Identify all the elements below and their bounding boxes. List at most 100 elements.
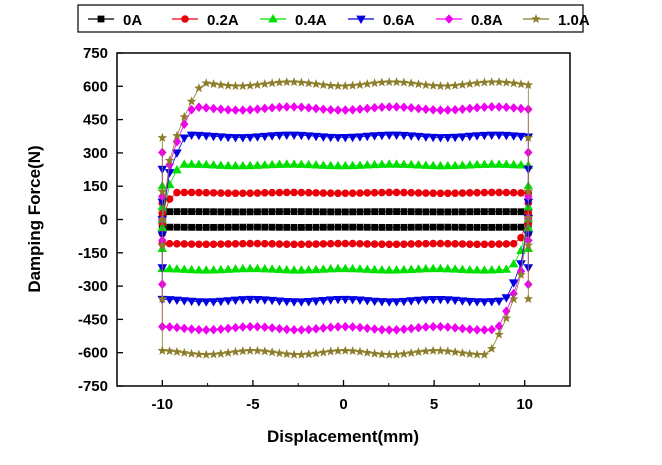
data-point bbox=[465, 324, 474, 335]
data-point bbox=[172, 130, 182, 140]
data-point bbox=[267, 296, 277, 306]
data-point bbox=[224, 208, 232, 216]
data-point bbox=[223, 80, 233, 90]
data-point bbox=[458, 240, 467, 248]
data-point bbox=[208, 79, 219, 89]
data-point bbox=[406, 159, 416, 169]
series-line bbox=[161, 163, 529, 271]
data-point bbox=[282, 102, 291, 112]
data-point bbox=[217, 189, 225, 197]
data-point bbox=[172, 296, 182, 306]
data-point bbox=[480, 325, 489, 335]
data-point bbox=[201, 298, 212, 307]
data-point bbox=[223, 133, 233, 143]
data-point bbox=[450, 160, 460, 170]
data-point bbox=[201, 78, 211, 88]
data-point bbox=[201, 132, 212, 141]
data-point bbox=[435, 134, 446, 143]
data-point bbox=[289, 298, 299, 307]
data-point bbox=[392, 324, 401, 335]
data-point bbox=[187, 240, 196, 248]
legend-label: 0.6A bbox=[383, 12, 415, 29]
data-point bbox=[413, 132, 424, 142]
data-point bbox=[502, 102, 511, 113]
data-point bbox=[473, 208, 481, 216]
data-point bbox=[268, 240, 276, 248]
data-point bbox=[216, 264, 226, 274]
data-point bbox=[231, 322, 240, 333]
data-point bbox=[414, 239, 423, 248]
data-point bbox=[385, 240, 394, 249]
data-point bbox=[472, 102, 482, 113]
data-point bbox=[186, 159, 197, 168]
data-point bbox=[377, 102, 387, 112]
data-point bbox=[172, 264, 182, 273]
data-point bbox=[413, 296, 424, 306]
data-point bbox=[523, 293, 534, 304]
data-point bbox=[224, 189, 232, 197]
legend-marker bbox=[97, 15, 105, 23]
data-point bbox=[312, 240, 320, 248]
data-point bbox=[210, 223, 217, 231]
data-point bbox=[392, 102, 401, 112]
data-point bbox=[355, 322, 365, 333]
data-point bbox=[296, 298, 307, 307]
data-point bbox=[268, 188, 276, 197]
data-point bbox=[501, 294, 512, 303]
data-point bbox=[451, 189, 459, 197]
data-point bbox=[399, 77, 409, 87]
data-point bbox=[415, 223, 422, 231]
data-point bbox=[509, 239, 518, 248]
data-point bbox=[406, 297, 416, 306]
data-point bbox=[487, 102, 496, 112]
data-point bbox=[407, 208, 415, 216]
data-point bbox=[187, 104, 196, 115]
data-point bbox=[510, 208, 518, 216]
data-point bbox=[391, 131, 402, 141]
data-point bbox=[304, 240, 313, 248]
data-point bbox=[450, 296, 460, 306]
data-point bbox=[333, 105, 343, 115]
data-point bbox=[378, 223, 386, 231]
data-point bbox=[208, 265, 219, 274]
data-point bbox=[311, 348, 321, 358]
data-point bbox=[296, 265, 307, 274]
data-point bbox=[303, 132, 314, 141]
series-0-8A bbox=[158, 102, 533, 335]
data-point bbox=[458, 323, 467, 334]
data-point bbox=[224, 223, 232, 231]
data-point bbox=[325, 346, 336, 356]
data-point bbox=[319, 223, 327, 231]
data-point bbox=[297, 188, 306, 197]
data-point bbox=[517, 189, 525, 197]
data-point bbox=[289, 325, 299, 335]
data-point bbox=[377, 349, 387, 359]
data-point bbox=[421, 296, 431, 305]
legend-label: 0.2A bbox=[207, 12, 239, 29]
data-point bbox=[369, 264, 380, 274]
data-point bbox=[312, 208, 320, 216]
data-point bbox=[267, 102, 277, 113]
data-point bbox=[281, 77, 292, 87]
y-tick-label: -750 bbox=[78, 378, 108, 395]
data-point bbox=[253, 239, 262, 248]
data-point bbox=[194, 324, 204, 335]
data-point bbox=[318, 160, 329, 169]
data-point bbox=[369, 132, 380, 141]
data-point bbox=[297, 208, 305, 216]
data-point bbox=[517, 233, 525, 242]
data-point bbox=[422, 189, 430, 197]
data-point bbox=[428, 80, 438, 90]
data-point bbox=[268, 223, 276, 231]
data-point bbox=[232, 223, 239, 231]
x-tick-label: -5 bbox=[246, 396, 259, 413]
data-point bbox=[494, 264, 504, 274]
data-point bbox=[399, 264, 409, 274]
data-point bbox=[289, 131, 299, 141]
data-point bbox=[173, 223, 181, 231]
data-point bbox=[275, 323, 284, 334]
data-point bbox=[457, 264, 468, 274]
data-point bbox=[429, 189, 437, 197]
data-point bbox=[275, 240, 284, 248]
